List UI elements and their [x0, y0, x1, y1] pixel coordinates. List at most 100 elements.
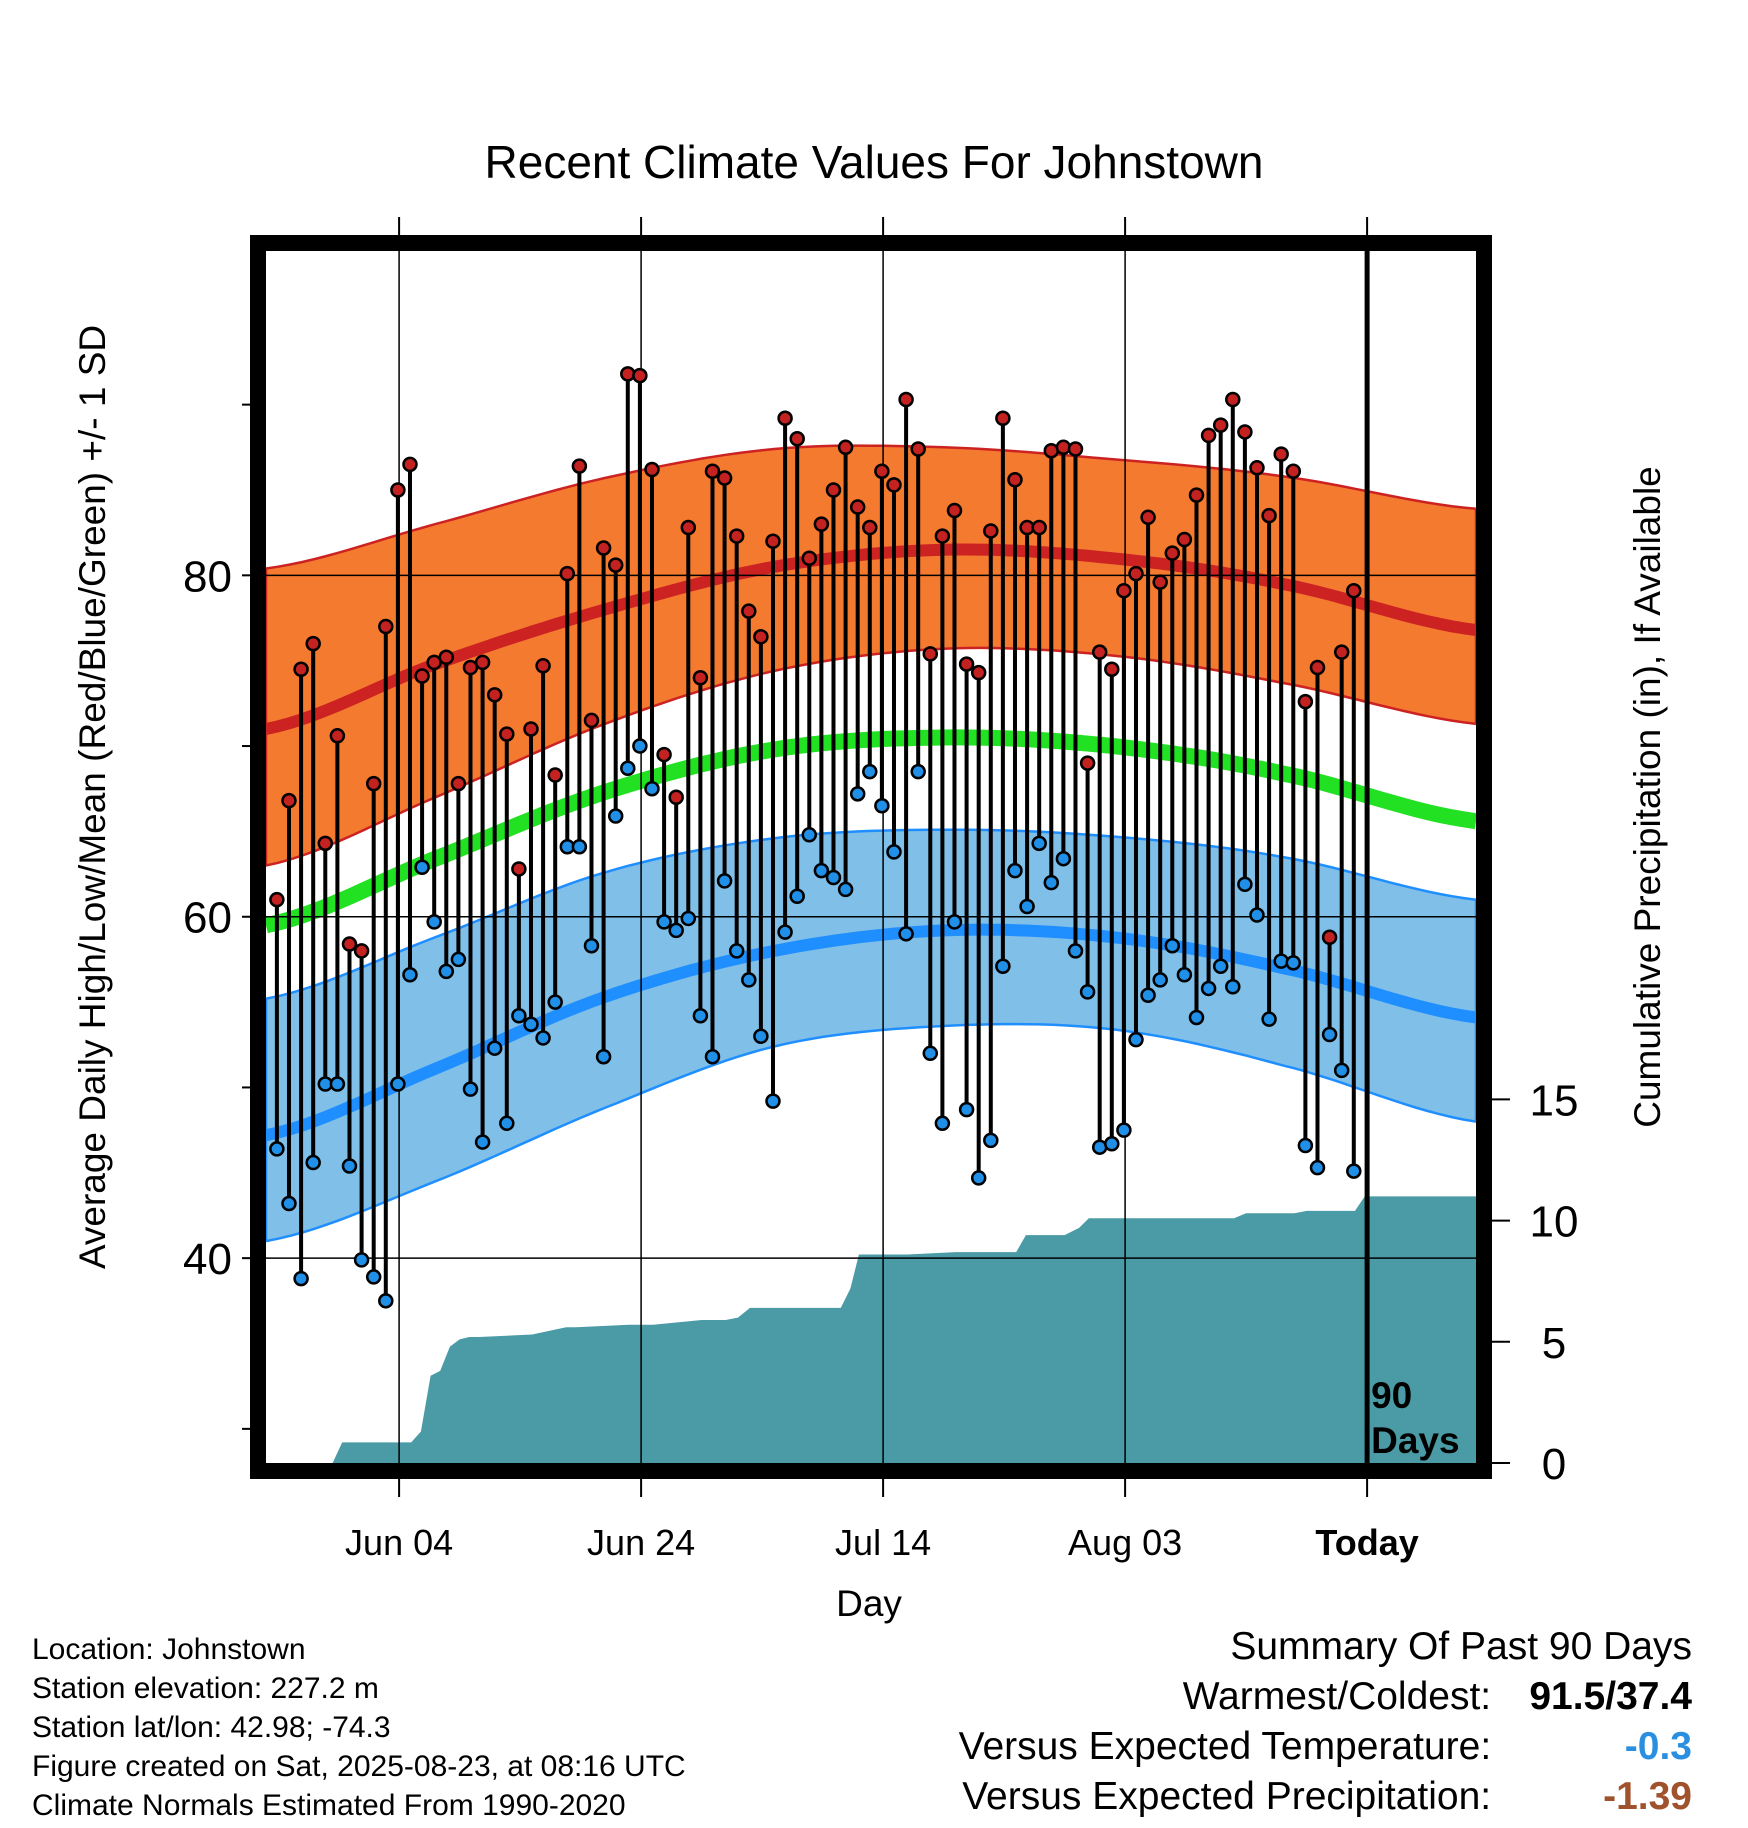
x-axis-label: Day — [836, 1583, 902, 1624]
high-temp-point — [269, 891, 285, 908]
high-temp-point — [293, 661, 309, 677]
high-temp-point — [559, 565, 576, 582]
low-temp-point — [934, 1115, 951, 1132]
high-temp-point — [813, 516, 830, 532]
warmest-label: Warmest/Coldest: — [1182, 1675, 1492, 1718]
high-temp-point — [511, 861, 527, 877]
y2-tick-label: 0 — [1542, 1440, 1566, 1489]
x-tick-label: Jul 14 — [835, 1522, 931, 1563]
climate-chart: Recent Climate Values For Johnstown 40 60… — [72, 136, 1668, 1624]
high-temp-point — [970, 664, 987, 681]
low-temp-point — [329, 1076, 346, 1092]
low-temp-point — [426, 914, 442, 930]
high-temp-point — [1285, 463, 1302, 479]
low-temp-point — [741, 972, 757, 988]
high-temp-point — [862, 519, 878, 536]
low-temp-point — [1285, 955, 1302, 971]
low-temp-point — [898, 926, 914, 942]
high-temp-point — [1140, 509, 1156, 526]
low-temp-point — [825, 869, 842, 886]
high-temp-point — [535, 658, 551, 674]
low-temp-point — [837, 881, 854, 898]
low-temp-point — [958, 1101, 975, 1118]
high-temp-point — [1188, 487, 1205, 503]
low-temp-point — [995, 958, 1011, 975]
low-temp-point — [1200, 980, 1217, 997]
low-temp-point — [341, 1158, 358, 1174]
high-temp-point — [656, 746, 672, 763]
high-temp-point — [1164, 545, 1181, 561]
y-axis-label: Average Daily High/Low/Mean (Red/Blue/Gr… — [72, 325, 113, 1269]
x-tick-label: Jun 24 — [587, 1522, 695, 1563]
high-temp-point — [1079, 755, 1096, 771]
high-temp-point — [777, 410, 793, 427]
high-temp-point — [1104, 661, 1120, 677]
low-temp-point — [801, 827, 818, 843]
high-temp-point — [1261, 507, 1277, 524]
high-temp-point — [1273, 446, 1289, 462]
high-temp-point — [1225, 391, 1241, 408]
low-temp-point — [1152, 972, 1168, 988]
temp-label: Versus Expected Temperature: — [958, 1725, 1492, 1768]
high-temp-point — [450, 775, 467, 792]
low-temp-point — [849, 786, 866, 802]
high-temp-point — [1031, 519, 1047, 536]
precip-value: -1.39 — [1603, 1775, 1692, 1818]
low-temp-point — [414, 859, 430, 875]
high-temp-point — [1200, 427, 1217, 444]
low-temp-point — [886, 844, 902, 860]
y-tick-label: 80 — [183, 552, 232, 601]
low-temp-point — [862, 763, 878, 780]
high-temp-point — [438, 649, 455, 666]
low-temp-point — [547, 994, 563, 1010]
high-temp-point — [486, 687, 503, 703]
low-temp-point — [716, 873, 733, 889]
low-temp-point — [1333, 1062, 1350, 1079]
low-temp-point — [378, 1293, 394, 1309]
low-temp-point — [1346, 1163, 1362, 1179]
location-text: Location: Johnstown — [32, 1633, 306, 1666]
high-temp-point — [789, 431, 805, 447]
low-temp-point — [668, 922, 684, 939]
high-temp-point — [607, 557, 624, 573]
high-temp-point — [329, 728, 346, 744]
high-temp-point — [874, 463, 890, 479]
observations — [269, 251, 1370, 1463]
low-temp-point — [1225, 978, 1241, 995]
low-temp-point — [1067, 943, 1084, 959]
high-temp-point — [1297, 693, 1314, 710]
low-temp-point — [970, 1170, 987, 1186]
low-temp-point — [1128, 1031, 1144, 1048]
elevation-text: Station elevation: 227.2 m — [32, 1672, 379, 1705]
low-temp-point — [1249, 907, 1265, 923]
low-temp-point — [874, 798, 890, 814]
low-temp-point — [523, 1016, 539, 1033]
high-temp-point — [390, 482, 406, 498]
low-temp-point — [293, 1270, 309, 1287]
low-temp-point — [789, 888, 805, 905]
low-temp-point — [813, 862, 830, 879]
high-temp-point — [680, 519, 697, 536]
axes: 40 60 80 0 5 10 15 Jun 04 Jun 24 Jul 14 Aug 03 Toda… — [183, 217, 1578, 1563]
high-temp-point — [995, 410, 1011, 427]
high-temp-point — [595, 540, 612, 556]
high-temp-point — [1346, 582, 1362, 599]
low-temp-point — [1079, 984, 1096, 1000]
high-temp-point — [668, 789, 684, 806]
high-temp-point — [547, 767, 563, 783]
latlon-text: Station lat/lon: 42.98; -74.3 — [32, 1711, 391, 1744]
high-temp-point — [632, 367, 648, 384]
low-temp-point — [1031, 835, 1047, 852]
low-temp-point — [1116, 1122, 1132, 1138]
high-temp-point — [474, 654, 491, 671]
y2-axis-label: Cumulative Precipitation (in), If Availa… — [1627, 466, 1668, 1128]
high-temp-point — [837, 439, 854, 456]
low-temp-point — [1321, 1026, 1338, 1043]
low-temp-point — [728, 943, 745, 959]
low-temp-point — [1261, 1011, 1277, 1027]
low-temp-point — [910, 763, 926, 780]
low-temp-point — [499, 1115, 515, 1132]
low-temp-point — [656, 914, 672, 930]
high-temp-point — [922, 646, 939, 662]
high-temp-point — [1237, 424, 1253, 440]
